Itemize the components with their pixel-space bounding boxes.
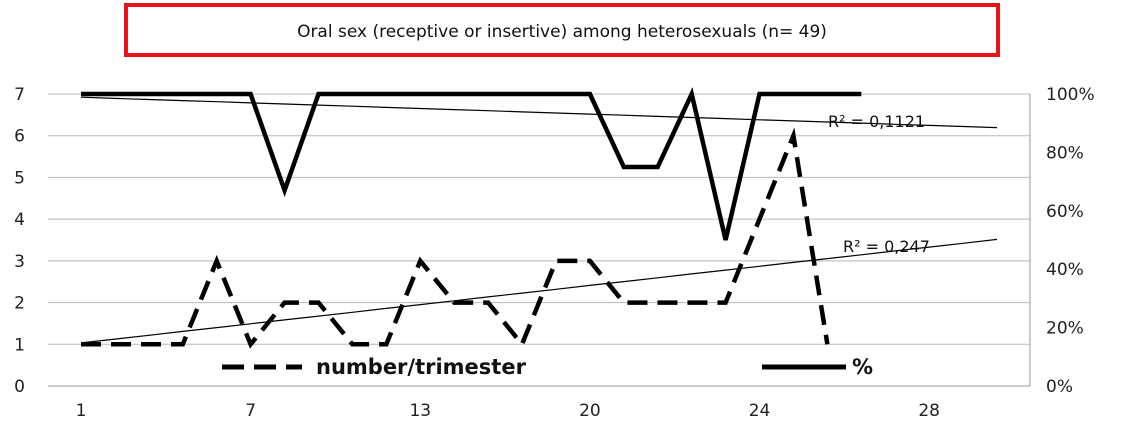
trendline-number (80, 238, 998, 344)
x-tick-label: 1 (76, 401, 87, 421)
series-lines (80, 87, 862, 349)
x-tick-label: 7 (245, 401, 256, 421)
trendlines (80, 96, 998, 344)
left-y-tick-label: 3 (14, 252, 25, 272)
tick-labels: 0 1 2 3 4 5 6 7 0% 20% 40% 60% 80% 100% 1 7 13 20 24 28 (14, 85, 1094, 421)
right-y-tick-label: 80% (1046, 143, 1084, 163)
chart-title: Oral sex (receptive or insertive) among … (297, 22, 827, 42)
trendline-label-percent: R² = 0,1121 (828, 112, 925, 131)
series-line-percent (81, 87, 862, 241)
x-tick-label: 24 (749, 401, 771, 421)
right-y-tick-label: 0% (1046, 377, 1073, 397)
left-y-tick-label: 6 (14, 127, 25, 147)
right-y-tick-label: 60% (1046, 202, 1084, 222)
left-y-tick-label: 7 (14, 85, 25, 105)
trendline-percent (80, 96, 998, 129)
legend-label-percent: % (852, 355, 873, 379)
left-y-tick-label: 0 (14, 377, 25, 397)
right-y-tick-label: 100% (1046, 85, 1095, 105)
legend-label-number: number/trimester (316, 355, 527, 379)
x-tick-label: 20 (579, 401, 601, 421)
x-tick-label: 28 (918, 401, 940, 421)
trendline-label-number: R² = 0,247 (843, 237, 930, 256)
x-tick-label: 13 (409, 401, 431, 421)
right-y-tick-label: 20% (1046, 319, 1084, 339)
legend: number/trimester % (222, 355, 873, 379)
gridlines (48, 93, 1031, 387)
series-line-number (81, 127, 830, 349)
left-y-tick-label: 4 (14, 210, 25, 230)
left-y-tick-label: 2 (14, 294, 25, 314)
left-y-tick-label: 5 (14, 168, 25, 188)
left-y-tick-label: 1 (14, 335, 25, 355)
title-box (124, 3, 1000, 57)
right-y-tick-label: 40% (1046, 260, 1084, 280)
